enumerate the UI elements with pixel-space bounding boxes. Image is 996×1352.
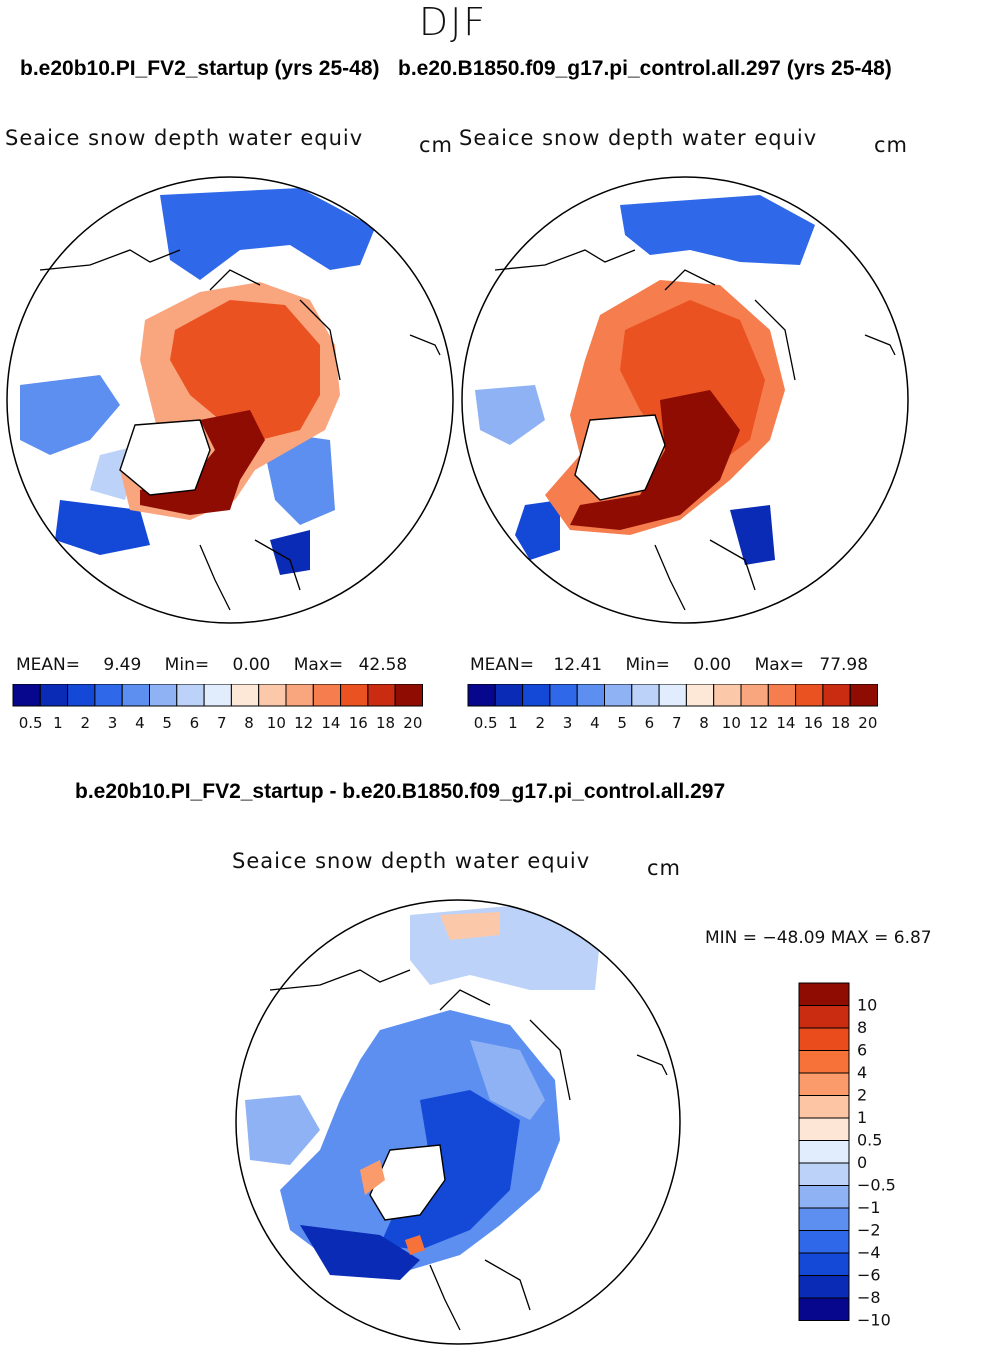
case1-title: b.e20b10.PI_FV2_startup (yrs 25-48) (20, 57, 380, 80)
panel2-variable-label: Seaice snow depth water equiv (459, 126, 818, 150)
case2-title: b.e20.B1850.f09_g17.pi_control.all.297 (… (398, 57, 892, 80)
panel1-colorbar-tick-label: 14 (321, 714, 340, 732)
diff-colorbar-tick-label: −6 (857, 1266, 881, 1285)
panel2-colorbar-tick-label: 5 (617, 714, 627, 732)
diff-colorbar-swatch (798, 1275, 850, 1299)
diff-title: b.e20b10.PI_FV2_startup - b.e20.B1850.f0… (75, 780, 726, 803)
diff-colorbar-swatch (798, 1117, 850, 1141)
panel2-colorbar-tick-label: 8 (699, 714, 709, 732)
diff-colorbar-swatch (798, 1297, 850, 1321)
panel2-colorbar-tick-label: 7 (672, 714, 682, 732)
panel1-colorbar-tick-label: 5 (162, 714, 172, 732)
panel1-colorbar-tick-label: 12 (294, 714, 313, 732)
panel1-colorbar-tick-label: 20 (403, 714, 422, 732)
panel2-colorbar-tick-label: 14 (776, 714, 795, 732)
panel2-max-value: 77.98 (819, 655, 869, 675)
panel2-colorbar-tick-label: 3 (563, 714, 573, 732)
diff-colorbar-swatch (798, 1230, 850, 1254)
panel1-colorbar-tick-label: 10 (267, 714, 286, 732)
diff-colorbar-swatch (798, 1185, 850, 1209)
diff-variable-label: Seaice snow depth water equiv (232, 849, 591, 873)
panel1-colorbar-tick-label: 18 (376, 714, 395, 732)
panel1-colorbar-tick-label: 16 (349, 714, 368, 732)
panel2-colorbar-tick-label: 1 (508, 714, 518, 732)
diff-colorbar-swatch (798, 1140, 850, 1164)
panel2-colorbar-tick-label: 18 (831, 714, 850, 732)
panel2-colorbar-tick-label: 20 (858, 714, 877, 732)
season-title: DJF (418, 0, 488, 44)
panel1-min-label: Min= (164, 655, 210, 675)
panel2-colorbar-tick-label: 0.5 (474, 714, 498, 732)
panel1-colorbar-tick-label: 2 (80, 714, 90, 732)
diff-colorbar-swatch (798, 1027, 850, 1051)
panel1-colorbar-tick-label: 0.5 (19, 714, 43, 732)
panel2-max-label: Max= (754, 655, 804, 675)
diff-colorbar-tick-label: −0.5 (857, 1176, 896, 1195)
panel1-variable-label: Seaice snow depth water equiv (5, 126, 364, 150)
panel1-min-value: 0.00 (232, 655, 271, 675)
panel1-polar-map (6, 176, 454, 624)
panel1-colorbar-tick-label: 7 (217, 714, 227, 732)
panel2-colorbar-tick-label: 10 (722, 714, 741, 732)
panel2-stats: MEAN= 12.41 Min= 0.00 Max= 77.98 (470, 655, 868, 675)
panel1-colorbar-swatch (394, 684, 424, 707)
panel2-mean-label: MEAN= (470, 655, 534, 675)
diff-colorbar: 10 8 6 4 2 1 0.5 0 −0.5 −1 −2 −4 −6 −8 −10 (798, 982, 896, 1330)
panel2-colorbar-tick-label: 4 (590, 714, 600, 732)
panel2-polar-map (461, 176, 909, 624)
panel1-stats: MEAN= 9.49 Min= 0.00 Max= 42.58 (16, 655, 407, 675)
diff-colorbar-tick-label: 10 (857, 996, 877, 1015)
panel1-colorbar-tick-label: 3 (108, 714, 118, 732)
diff-colorbar-tick-label: 1 (857, 1108, 867, 1127)
diff-colorbar-tick-label: −8 (857, 1288, 881, 1307)
diff-colorbar-swatch (798, 1162, 850, 1186)
diff-colorbar-tick-label: −2 (857, 1221, 881, 1240)
diff-units-label: cm (647, 856, 682, 880)
diff-min-max: MIN = −48.09 MAX = 6.87 (705, 928, 932, 948)
panel1-colorbar-tick-label: 1 (53, 714, 63, 732)
panel2-colorbar-tick-label: 6 (645, 714, 655, 732)
diff-colorbar-swatch (798, 982, 850, 1006)
panel2-colorbar-tick-label: 16 (804, 714, 823, 732)
panel2-colorbar-tick-label: 12 (749, 714, 768, 732)
diff-colorbar-tick-label: −1 (857, 1198, 881, 1217)
panel1-max-label: Max= (293, 655, 344, 675)
panel2-colorbar-tick-label: 2 (535, 714, 545, 732)
diff-colorbar-swatch (798, 1095, 850, 1119)
diff-colorbar-tick-label: 8 (857, 1018, 867, 1037)
diff-colorbar-swatch (798, 1050, 850, 1074)
panel2-colorbar-swatch (849, 684, 879, 707)
diff-colorbar-swatch (798, 1207, 850, 1231)
panel2-mean-value: 12.41 (553, 655, 603, 675)
panel1-units-label: cm (419, 133, 454, 157)
diff-colorbar-tick-label: −4 (857, 1243, 881, 1262)
diff-colorbar-tick-label: −10 (857, 1311, 891, 1330)
panel1-mean-label: MEAN= (16, 655, 80, 675)
panel1-max-value: 42.58 (358, 655, 408, 675)
panel2-colorbar: 0.5 1 2 3 4 5 6 7 8 10 12 14 16 18 20 (467, 684, 879, 732)
diff-colorbar-swatch (798, 1005, 850, 1029)
panel1-mean-value: 9.49 (103, 655, 142, 675)
diff-colorbar-swatch (798, 1072, 850, 1096)
panel1-colorbar-tick-label: 4 (135, 714, 145, 732)
panel2-min-value: 0.00 (693, 655, 732, 675)
diff-colorbar-tick-label: 4 (857, 1063, 867, 1082)
panel1-colorbar-tick-label: 8 (244, 714, 254, 732)
diff-colorbar-tick-label: 0 (857, 1153, 867, 1172)
diff-colorbar-tick-label: 2 (857, 1086, 867, 1105)
diff-colorbar-swatch (798, 1252, 850, 1276)
diff-colorbar-tick-label: 6 (857, 1041, 867, 1060)
panel1-colorbar: 0.5 1 2 3 4 5 6 7 8 10 12 14 16 18 20 (12, 684, 424, 732)
panel2-min-label: Min= (625, 655, 670, 675)
diff-colorbar-tick-label: 0.5 (857, 1131, 882, 1150)
panel1-colorbar-tick-label: 6 (190, 714, 200, 732)
panel2-units-label: cm (874, 133, 909, 157)
